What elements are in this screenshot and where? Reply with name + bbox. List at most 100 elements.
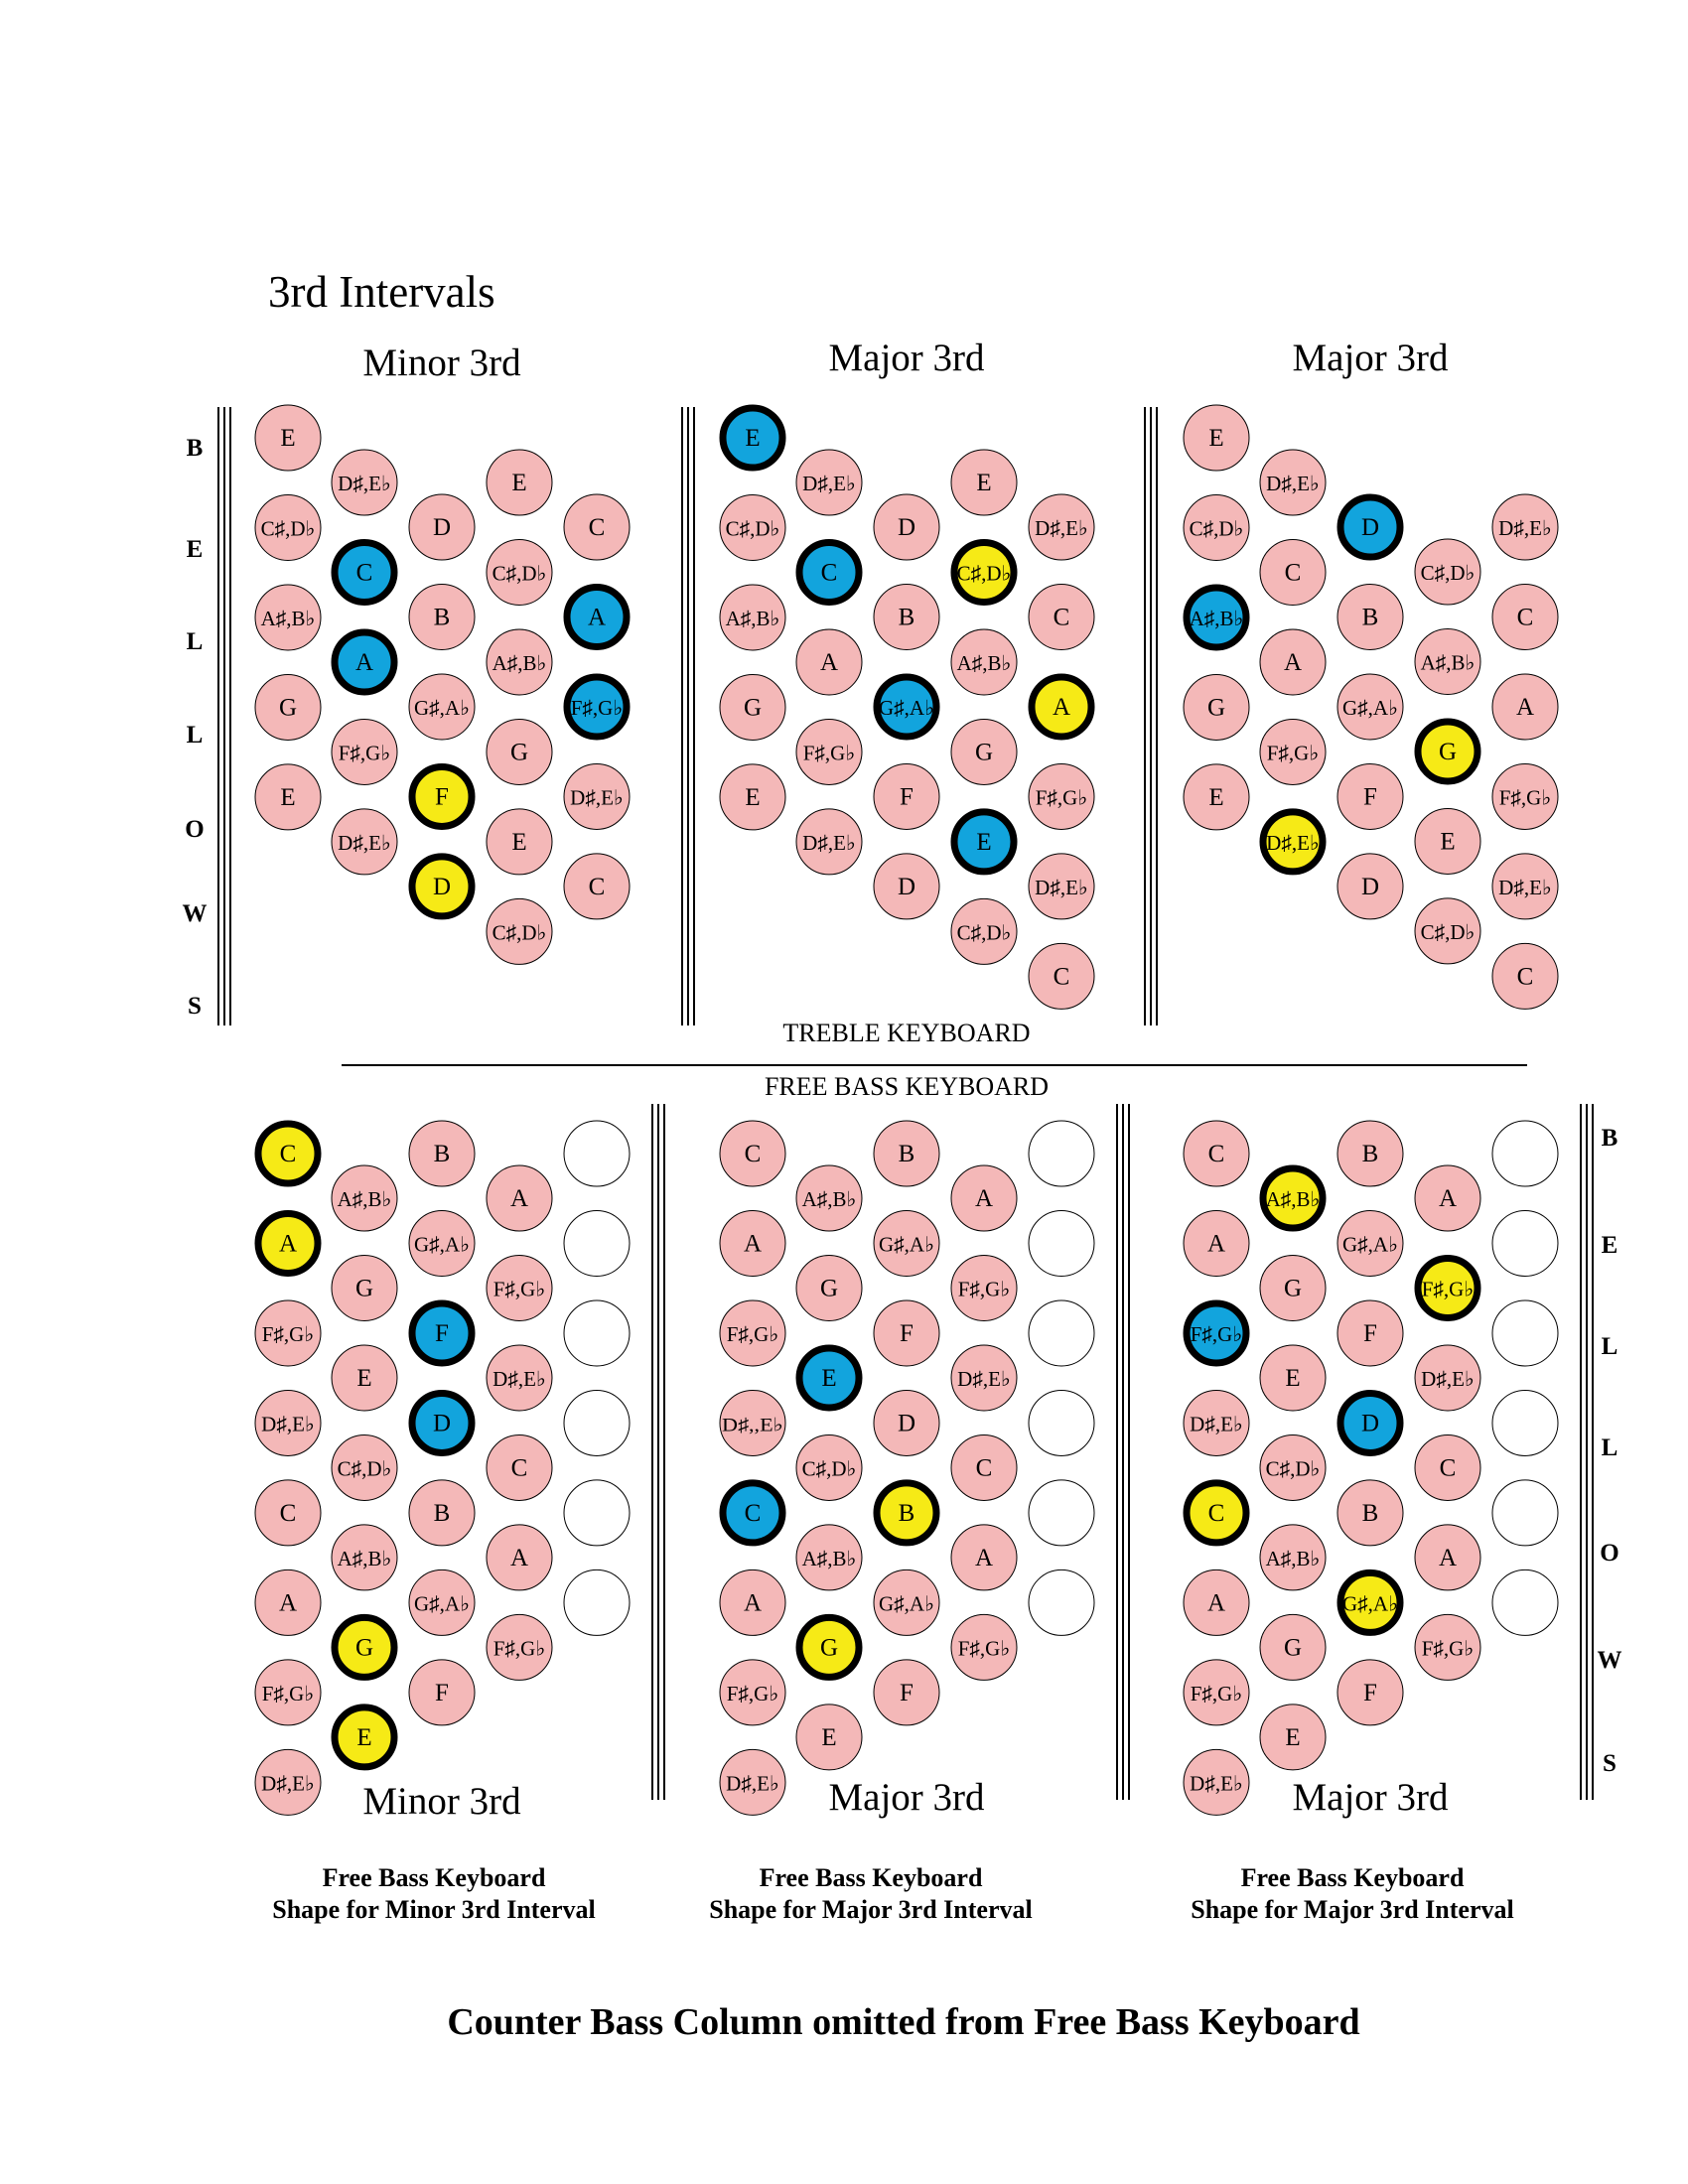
key-label: B [899,1500,915,1527]
key-c: C [1414,1433,1481,1501]
key-c♯d♭: C♯,D♭ [795,1433,863,1501]
caption-line-2: Shape for Major 3rd Interval [1191,1894,1514,1924]
key-a♯b♭: A♯,B♭ [486,628,553,696]
key-label: D [433,874,451,900]
key-a♯b♭: A♯,B♭ [1259,1524,1327,1591]
key-g-highlight-yellow: G [331,1613,398,1681]
key-label: C♯,D♭ [1421,920,1476,944]
key-label: A♯,B♭ [802,1547,857,1570]
bellows-letter-left: L [186,628,204,655]
key-c: C [563,853,631,920]
key-label: B [434,1500,451,1527]
bellows-letter-right: E [1601,1232,1618,1259]
key-a: A [1414,1524,1481,1591]
key-label: D♯,E♭ [1421,1367,1475,1391]
bellows-letter-left: O [185,816,205,843]
key-g: G [795,1254,863,1321]
key-label: C♯,D♭ [1266,1456,1321,1480]
key-e: E [254,763,322,831]
treble-bellows-mid-line [681,407,683,1025]
key-c: C [563,493,631,561]
key-label: D♯,E♭ [1190,1771,1243,1795]
key-c: C [1028,942,1095,1010]
key-c♯d♭: C♯,D♭ [486,538,553,606]
key-f: F [1336,1659,1404,1726]
key-label: C [821,559,838,586]
key-e: E [950,449,1018,516]
key-label: A [1053,694,1070,721]
key-label: F [435,783,449,810]
caption: Free Bass Keyboard Shape for Major 3rd In… [709,1862,1032,1925]
key-f-highlight-blue: F [408,1299,476,1367]
key-label: E [745,425,760,452]
key-label: C [1208,1500,1225,1527]
key-label: C♯,D♭ [957,561,1012,585]
key-b: B [1336,583,1404,650]
key-f♯g♭: F♯,G♭ [254,1299,322,1367]
bass-panel-title: Major 3rd [828,1776,985,1819]
key-label: D♯,E♭ [1035,516,1088,540]
key-label: E [1208,425,1223,452]
key-label: A [1439,1545,1457,1571]
key-b: B [873,583,940,650]
key-label: D♯,E♭ [338,831,391,855]
key-f♯g♭: F♯,G♭ [486,1254,553,1321]
key-label: G [1284,1634,1302,1661]
key-label: A [510,1185,528,1212]
empty-key [1491,1209,1559,1277]
key-label: G♯,A♭ [414,1232,470,1256]
key-label: F♯,G♭ [1499,785,1552,809]
key-label: D♯,E♭ [957,1367,1011,1391]
key-label: A [744,1230,762,1257]
key-label: D♯,E♭ [1190,1412,1243,1435]
key-g: G [950,718,1018,785]
treble-panel-title: Major 3rd [828,337,985,379]
key-b: B [408,583,476,650]
key-c♯d♭: C♯,D♭ [1259,1433,1327,1501]
key-label: F [1363,783,1377,810]
key-label: D♯,E♭ [1266,831,1320,855]
bellows-letter-left: S [188,993,202,1020]
caption: Free Bass Keyboard Shape for Major 3rd In… [1191,1862,1513,1925]
key-e: E [486,808,553,876]
key-label: E [976,470,991,496]
key-a♯b♭: A♯,B♭ [719,584,786,651]
key-d♯e♭: D♯,E♭ [719,1748,786,1816]
key-label: B [434,1141,451,1167]
key-g: G [1259,1254,1327,1321]
key-label: B [1362,1500,1379,1527]
caption-line-2: Shape for Minor 3rd Interval [272,1894,596,1924]
key-label: E [745,784,760,811]
key-c-highlight-yellow: C [1183,1479,1250,1547]
empty-key [1028,1569,1095,1636]
key-e: E [795,1704,863,1771]
key-label: C♯,D♭ [492,561,547,585]
key-b: B [873,1120,940,1187]
key-label: F♯,G♭ [571,696,624,720]
key-c-highlight-blue: C [331,538,398,606]
key-label: C [511,1454,528,1481]
treble-bellows-mid-line [687,407,689,1025]
empty-key [563,1120,631,1187]
key-d♯e♭: D♯,E♭ [795,449,863,516]
key-c♯d♭: C♯,D♭ [486,897,553,965]
bass-panel-title: Major 3rd [1292,1776,1449,1819]
page-title: 3rd Intervals [268,267,495,317]
key-a-highlight-blue: A [331,628,398,696]
bass-bellows-right-line [1580,1104,1582,1800]
key-b: B [1336,1120,1404,1187]
treble-keyboard-label: TREBLE KEYBOARD [782,1019,1031,1047]
key-f♯g♭: F♯,G♭ [486,1613,553,1681]
key-label: E [1285,1365,1300,1392]
bellows-letter-right: O [1600,1540,1619,1567]
free-bass-keyboard-label: FREE BASS KEYBOARD [764,1072,1050,1101]
empty-key [1028,1209,1095,1277]
key-g: G [254,673,322,741]
key-label: D [1361,514,1379,541]
key-c-highlight-blue: C [795,538,863,606]
key-d-highlight-blue: D [1336,493,1404,561]
bass-bellows-mid-line [1122,1104,1124,1800]
bass-panel-title: Minor 3rd [362,1780,521,1823]
key-label: A♯,B♭ [261,607,316,630]
key-label: F [900,783,914,810]
